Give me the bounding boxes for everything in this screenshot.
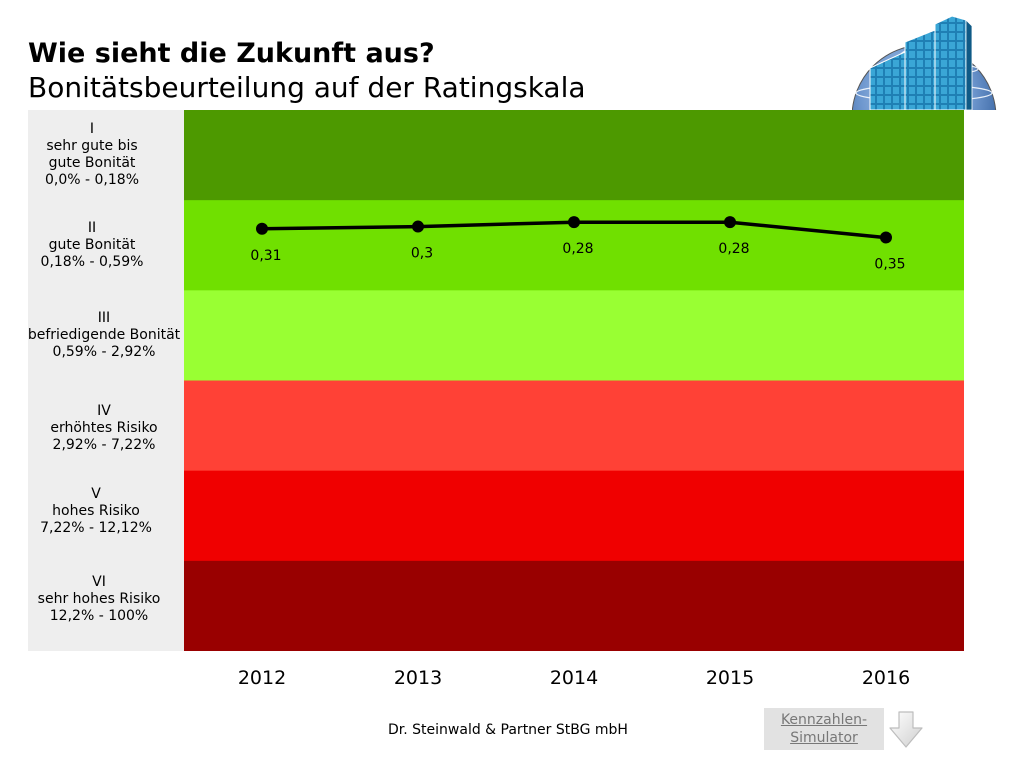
rating-description: gute Bonität: [48, 155, 136, 172]
rating-description: erhöhtes Risiko: [50, 420, 158, 437]
kennzahlen-simulator-button[interactable]: Kennzahlen- Simulator: [764, 708, 884, 750]
x-tick-label: 2012: [238, 667, 286, 689]
data-label: 0,31: [250, 248, 281, 264]
globe-skyscraper-logo: [852, 15, 997, 110]
rating-line-chart: 0,31 0,3 0,28 0,28 0,35 2012 2013 2014 2015 2016: [184, 110, 964, 689]
rating-scale-labels: I sehr gute bis gute Bonität 0,0% - 0,18…: [28, 110, 184, 651]
rating-label-I: I sehr gute bis gute Bonität 0,0% - 0,18…: [28, 110, 184, 200]
rating-range: 0,59% - 2,92%: [52, 343, 156, 360]
simulator-button-label: Kennzahlen-: [780, 712, 868, 728]
rating-bands: [184, 110, 964, 651]
rating-numeral: IV: [97, 403, 111, 420]
rating-range: 7,22% - 12,12%: [40, 520, 152, 537]
rating-label-IV: IV erhöhtes Risiko 2,92% - 7,22%: [28, 380, 184, 470]
page-title: Wie sieht die Zukunft aus?: [28, 38, 435, 69]
arrow-down-icon[interactable]: [889, 711, 925, 749]
data-point: [256, 222, 268, 235]
page-subtitle: Bonitätsbeurteilung auf der Ratingskala: [28, 71, 586, 104]
simulator-button-label: Simulator: [790, 730, 858, 746]
rating-label-III: III befriedigende Bonität 0,59% - 2,92%: [28, 290, 184, 380]
rating-numeral: V: [91, 486, 101, 503]
data-point: [724, 216, 736, 229]
rating-numeral: I: [89, 121, 95, 138]
rating-range: 2,92% - 7,22%: [52, 437, 156, 454]
data-label: 0,35: [874, 257, 905, 273]
rating-numeral: II: [87, 219, 97, 236]
rating-range: 0,0% - 0,18%: [45, 172, 139, 189]
data-point: [568, 216, 580, 229]
rating-band-I: [184, 110, 964, 201]
rating-description: befriedigende Bonität: [27, 326, 181, 343]
rating-description: gute Bonität: [48, 236, 136, 253]
rating-description: hohes Risiko: [52, 503, 140, 520]
x-tick-label: 2015: [706, 667, 754, 689]
x-tick-label: 2013: [394, 667, 442, 689]
rating-numeral: VI: [92, 574, 106, 591]
rating-range: 12,2% - 100%: [49, 608, 149, 625]
rating-band-IV: [184, 380, 964, 472]
rating-description: sehr hohes Risiko: [37, 591, 161, 608]
data-point: [412, 220, 424, 233]
footer-company: Dr. Steinwald & Partner StBG mbH: [388, 722, 628, 738]
rating-label-II: II gute Bonität 0,18% - 0,59%: [28, 200, 184, 290]
skyscraper-shape: [869, 15, 973, 110]
rating-band-VI: [184, 560, 964, 651]
rating-band-V: [184, 470, 964, 562]
rating-range: 0,18% - 0,59%: [40, 253, 144, 270]
rating-description: sehr gute bis: [46, 138, 138, 155]
data-label: 0,3: [411, 246, 433, 262]
x-tick-label: 2014: [550, 667, 598, 689]
rating-band-III: [184, 290, 964, 381]
data-label: 0,28: [562, 241, 593, 257]
rating-label-VI: VI sehr hohes Risiko 12,2% - 100%: [28, 561, 184, 651]
data-label: 0,28: [718, 241, 749, 257]
rating-numeral: III: [97, 309, 111, 326]
rating-label-V: V hohes Risiko 7,22% - 12,12%: [28, 471, 184, 561]
data-point: [880, 231, 892, 244]
x-tick-label: 2016: [862, 667, 910, 689]
rating-band-II: [184, 200, 964, 291]
